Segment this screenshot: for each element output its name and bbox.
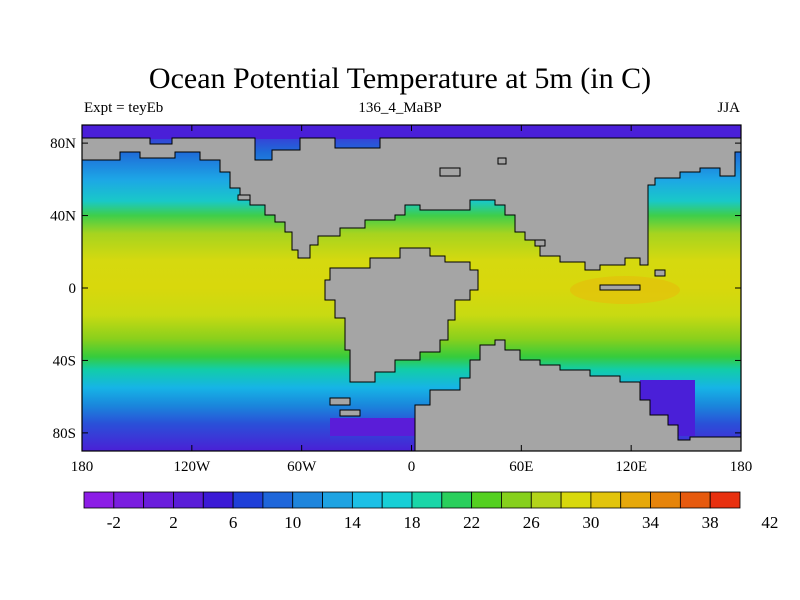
colorbar-swatch	[173, 491, 204, 509]
colorbar-swatch	[351, 491, 383, 509]
colorbar-swatch	[441, 491, 473, 509]
land-island-east-1	[599, 284, 641, 291]
colorbar-label: 22	[463, 513, 480, 532]
land-island-arctic-2	[497, 157, 507, 165]
period-label: 136_4_MaBP	[358, 100, 442, 116]
land-island-arctic-1	[439, 167, 461, 177]
antarctic-cold-patch-west	[330, 418, 435, 436]
colorbar-swatch	[411, 491, 443, 509]
lon-tick-label: 60W	[287, 459, 317, 475]
season-label: JJA	[717, 100, 740, 116]
colorbar-label: 38	[702, 513, 719, 532]
colorbar-swatch	[202, 491, 234, 509]
land-island-south-1	[329, 397, 351, 406]
lat-tick-label: 40S	[53, 353, 76, 369]
arctic-cold-band	[82, 125, 741, 139]
colorbar-label: 34	[642, 513, 660, 532]
colorbar-swatch	[679, 491, 711, 509]
colorbar-swatch	[650, 491, 681, 509]
colorbar-swatch	[709, 491, 741, 509]
colorbar-label: 42	[761, 513, 778, 532]
colorbar-swatch	[501, 491, 532, 509]
colorbar-swatch	[143, 491, 174, 509]
colorbar-swatch	[560, 491, 592, 509]
colorbar-swatch	[113, 491, 145, 509]
land-africa	[324, 247, 479, 383]
colorbar-swatch	[83, 491, 115, 509]
colorbar-swatch	[620, 491, 651, 509]
colorbar-label: 18	[404, 513, 421, 532]
lat-tick-label: 80S	[53, 426, 76, 442]
lat-tick-label: 0	[69, 281, 77, 297]
lon-tick-label: 0	[408, 459, 416, 475]
colorbar-swatch	[322, 491, 353, 509]
lon-tick-label: 120W	[173, 459, 211, 475]
land-masses	[82, 137, 741, 451]
colorbar-label: 6	[229, 513, 238, 532]
lon-tick-label: 120E	[615, 459, 647, 475]
colorbar-label: 26	[523, 513, 540, 532]
colorbar-swatch	[471, 491, 502, 509]
experiment-label: Expt = teyEb	[84, 100, 164, 116]
lon-tick-label: 180	[730, 459, 753, 475]
colorbar-label: -2	[107, 513, 121, 532]
lat-tick-label: 40N	[50, 209, 76, 225]
plot-title: Ocean Potential Temperature at 5m (in C)	[148, 62, 652, 95]
colorbar-label: 2	[169, 513, 178, 532]
lon-tick-label: 60E	[509, 459, 533, 475]
colorbar-swatch	[232, 491, 264, 509]
colorbar: -2 2 6 10 14 18 22 26 30 34 38 42	[83, 491, 778, 532]
land-antarctica	[414, 339, 741, 451]
land-island-east-2	[654, 269, 666, 277]
land-island-east-3	[534, 239, 546, 247]
colorbar-swatch	[530, 491, 562, 509]
colorbar-swatch	[590, 491, 622, 509]
colorbar-label: 10	[284, 513, 301, 532]
colorbar-label: 14	[344, 513, 362, 532]
colorbar-label: 30	[582, 513, 599, 532]
colorbar-swatch	[381, 491, 413, 509]
colorbar-swatch	[262, 491, 294, 509]
land-island-pacific	[237, 194, 251, 201]
land-island-south-2	[339, 409, 361, 417]
colorbar-swatch	[292, 491, 323, 509]
lon-tick-label: 180	[71, 459, 94, 475]
lat-tick-label: 80N	[50, 136, 76, 152]
